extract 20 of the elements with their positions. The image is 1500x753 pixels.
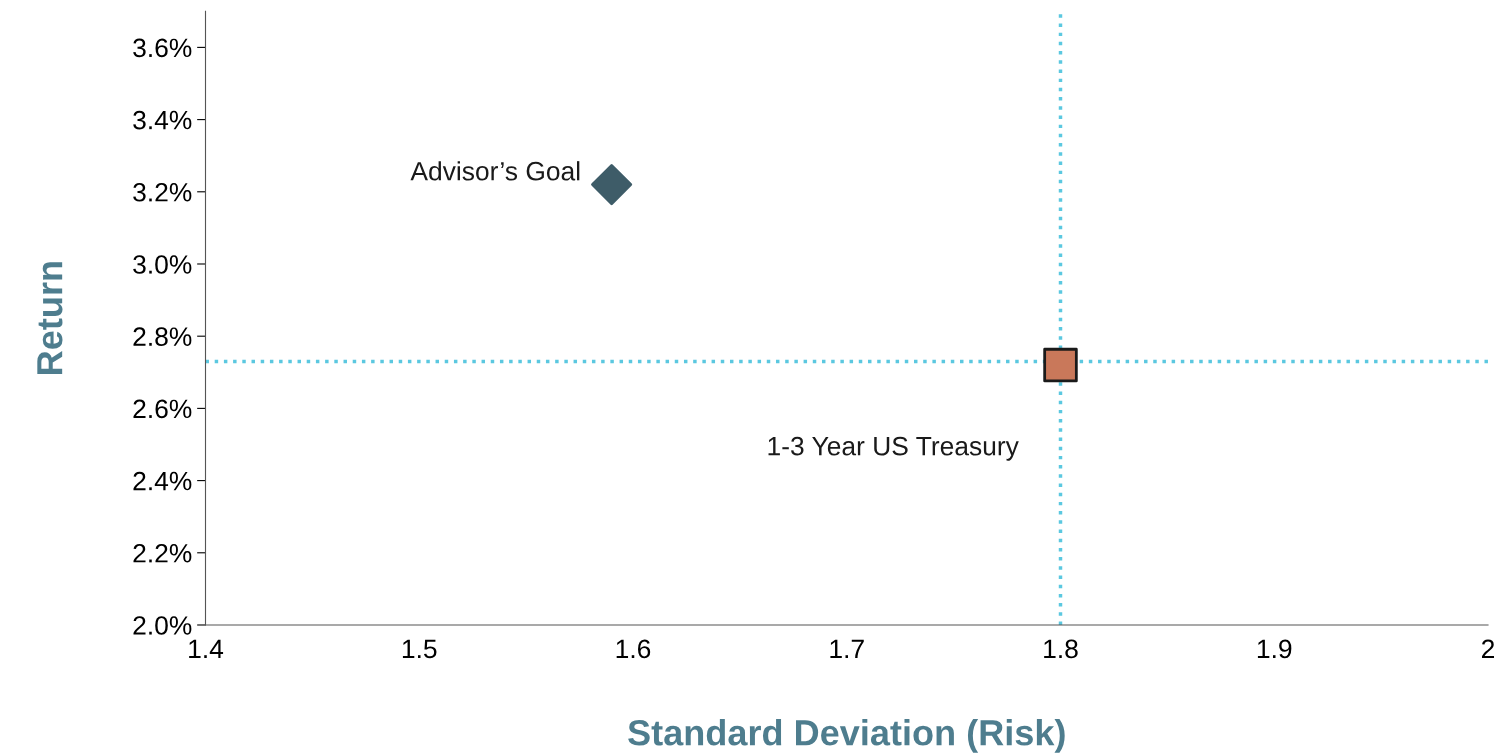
y-tick-label: 3.4%	[133, 110, 192, 130]
y-tick-label: 2.8%	[133, 327, 192, 347]
series-label: Advisor’s Goal	[410, 161, 580, 181]
x-tick-label: 2	[1481, 639, 1495, 658]
x-tick-label: 1.6	[616, 639, 651, 659]
y-tick-label: 2.4%	[133, 471, 192, 491]
x-tick-label: 1.5	[402, 639, 437, 659]
y-tick-label: 3.2%	[133, 182, 192, 202]
y-tick-label: 2.0%	[133, 616, 192, 635]
x-tick-label: 1.8	[1044, 639, 1078, 659]
x-tick-label: 1.9	[1257, 639, 1292, 659]
y-tick-label: 2.2%	[133, 543, 192, 563]
x-tick-label: 1.7	[830, 639, 864, 658]
y-tick-label: 2.6%	[133, 399, 192, 419]
y-axis-title: Return	[37, 262, 63, 374]
x-tick-label: 1.4	[189, 639, 224, 658]
x-axis-title: Standard Deviation (Risk)	[628, 719, 1065, 753]
text: 1-3 Year US Treasury	[768, 436, 1019, 461]
y-tick-label: 3.0%	[133, 255, 192, 274]
y-tick-label: 3.6%	[133, 38, 192, 58]
